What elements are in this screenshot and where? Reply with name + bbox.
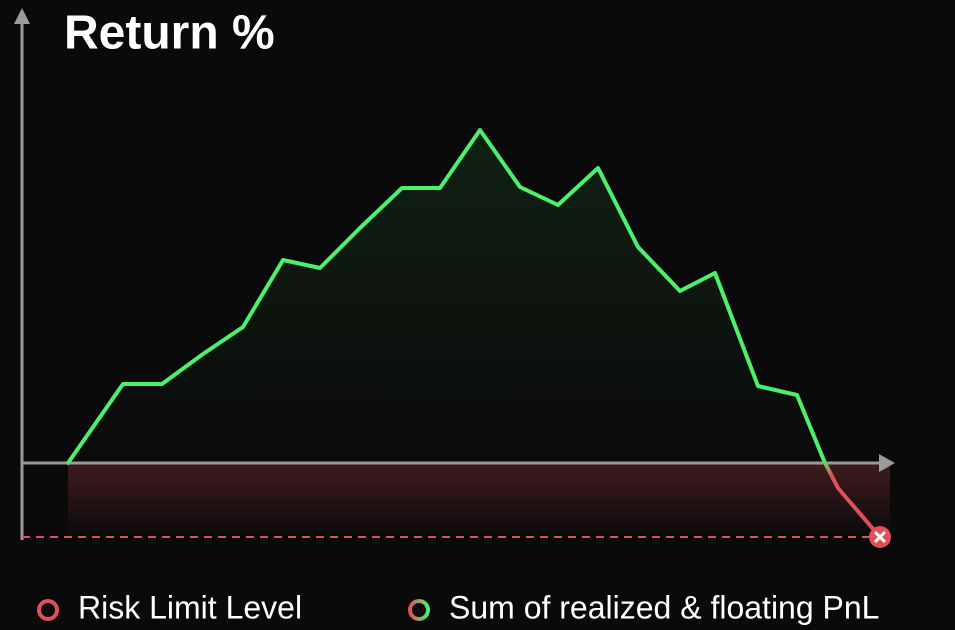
- negative-zone: [68, 463, 890, 537]
- line: [66, 128, 882, 539]
- x-axis-arrow: [879, 454, 895, 472]
- area: [68, 130, 880, 537]
- legend-marker: [37, 599, 59, 621]
- legend: Risk Limit Level Sum of realized & float…: [37, 589, 879, 625]
- legend-label: Risk Limit Level: [78, 589, 302, 625]
- y-axis-arrow: [14, 8, 30, 24]
- chart-title: Return %: [64, 7, 275, 60]
- breach-cross: [874, 531, 886, 543]
- legend-marker: [408, 599, 430, 621]
- legend-label: Sum of realized & floating PnL: [449, 589, 879, 625]
